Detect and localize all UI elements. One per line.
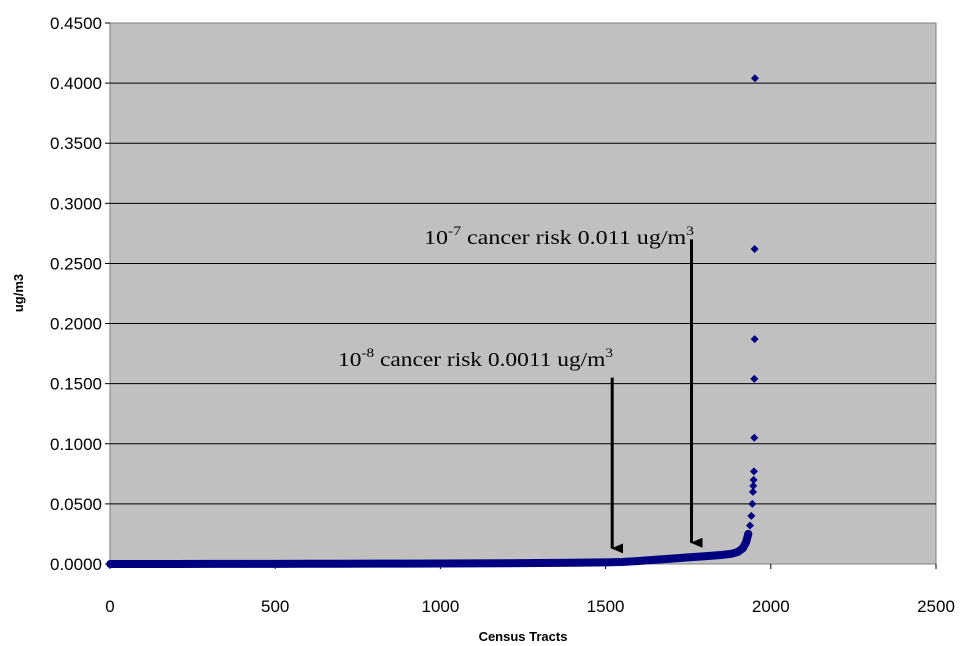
data-point — [601, 558, 610, 567]
data-point — [502, 559, 511, 568]
data-point — [745, 521, 754, 530]
y-tick-label: 0.2000 — [50, 315, 102, 334]
data-point — [744, 529, 753, 538]
annotation-label: 10 -8 cancer risk 0.0011 ug/m 3 — [338, 345, 613, 371]
data-point — [750, 433, 759, 442]
data-point — [205, 559, 214, 568]
data-point — [271, 559, 280, 568]
x-axis-ticks: 0 500 1000 1500 2000 2500 — [105, 564, 955, 616]
data-point — [535, 559, 544, 568]
data-point — [717, 550, 726, 559]
data-point — [436, 559, 445, 568]
data-point — [172, 560, 181, 568]
data-point — [568, 558, 577, 567]
y-tick-label: 0.1500 — [50, 375, 102, 394]
data-point — [106, 560, 115, 568]
data-point — [742, 538, 751, 547]
data-point — [738, 544, 747, 553]
annotations: 10 -8 cancer risk 0.0011 ug/m 3 10 -7 cancer… — [338, 223, 703, 554]
x-tick-label: 1000 — [421, 597, 459, 616]
data-point — [618, 557, 627, 566]
data-point — [727, 549, 736, 558]
data-point — [748, 487, 757, 496]
data-point — [747, 511, 756, 520]
data-point — [700, 552, 709, 561]
y-tick-label: 0.2500 — [50, 254, 102, 273]
data-point — [370, 559, 379, 568]
data-point — [304, 559, 313, 568]
data-point — [748, 499, 757, 508]
x-axis-title: Census Tracts — [479, 629, 568, 644]
plot-area — [109, 22, 937, 565]
y-tick-label: 0.1000 — [50, 435, 102, 454]
y-tick-label: 0.3500 — [50, 134, 102, 153]
x-tick-label: 1500 — [587, 597, 625, 616]
annotation-label: 10 -7 cancer risk 0.011 ug/m 3 — [424, 223, 694, 249]
data-point — [750, 74, 759, 83]
y-tick-label: 0.4000 — [50, 74, 102, 93]
data-point — [469, 559, 478, 568]
x-tick-label: 2500 — [917, 597, 955, 616]
data-point — [750, 245, 759, 254]
y-tick-label: 0.0500 — [50, 495, 102, 514]
data-point — [238, 559, 247, 568]
data-point — [403, 559, 412, 568]
data-point — [337, 559, 346, 568]
x-tick-label: 2000 — [752, 597, 790, 616]
gridlines — [110, 82, 936, 505]
y-tick-label: 0.0000 — [50, 555, 102, 574]
data-point — [750, 374, 759, 383]
data-points — [106, 74, 759, 568]
data-point-band — [106, 529, 753, 568]
data-point — [749, 481, 758, 490]
data-point — [667, 554, 676, 563]
data-point — [634, 556, 643, 565]
data-point — [733, 547, 742, 556]
data-point — [749, 475, 758, 484]
data-point — [749, 467, 758, 476]
data-point — [750, 335, 759, 344]
data-point — [651, 555, 660, 564]
y-axis-ticks: 0.0000 0.0500 0.1000 0.1500 0.2000 0.2500 0.30… — [50, 14, 110, 574]
y-tick-label: 0.4500 — [50, 14, 102, 33]
data-point — [684, 553, 693, 562]
data-point — [139, 560, 148, 568]
y-axis-title: ug/m3 — [11, 274, 26, 312]
y-tick-label: 0.3000 — [50, 194, 102, 213]
x-tick-label: 0 — [105, 597, 114, 616]
x-tick-label: 500 — [261, 597, 289, 616]
